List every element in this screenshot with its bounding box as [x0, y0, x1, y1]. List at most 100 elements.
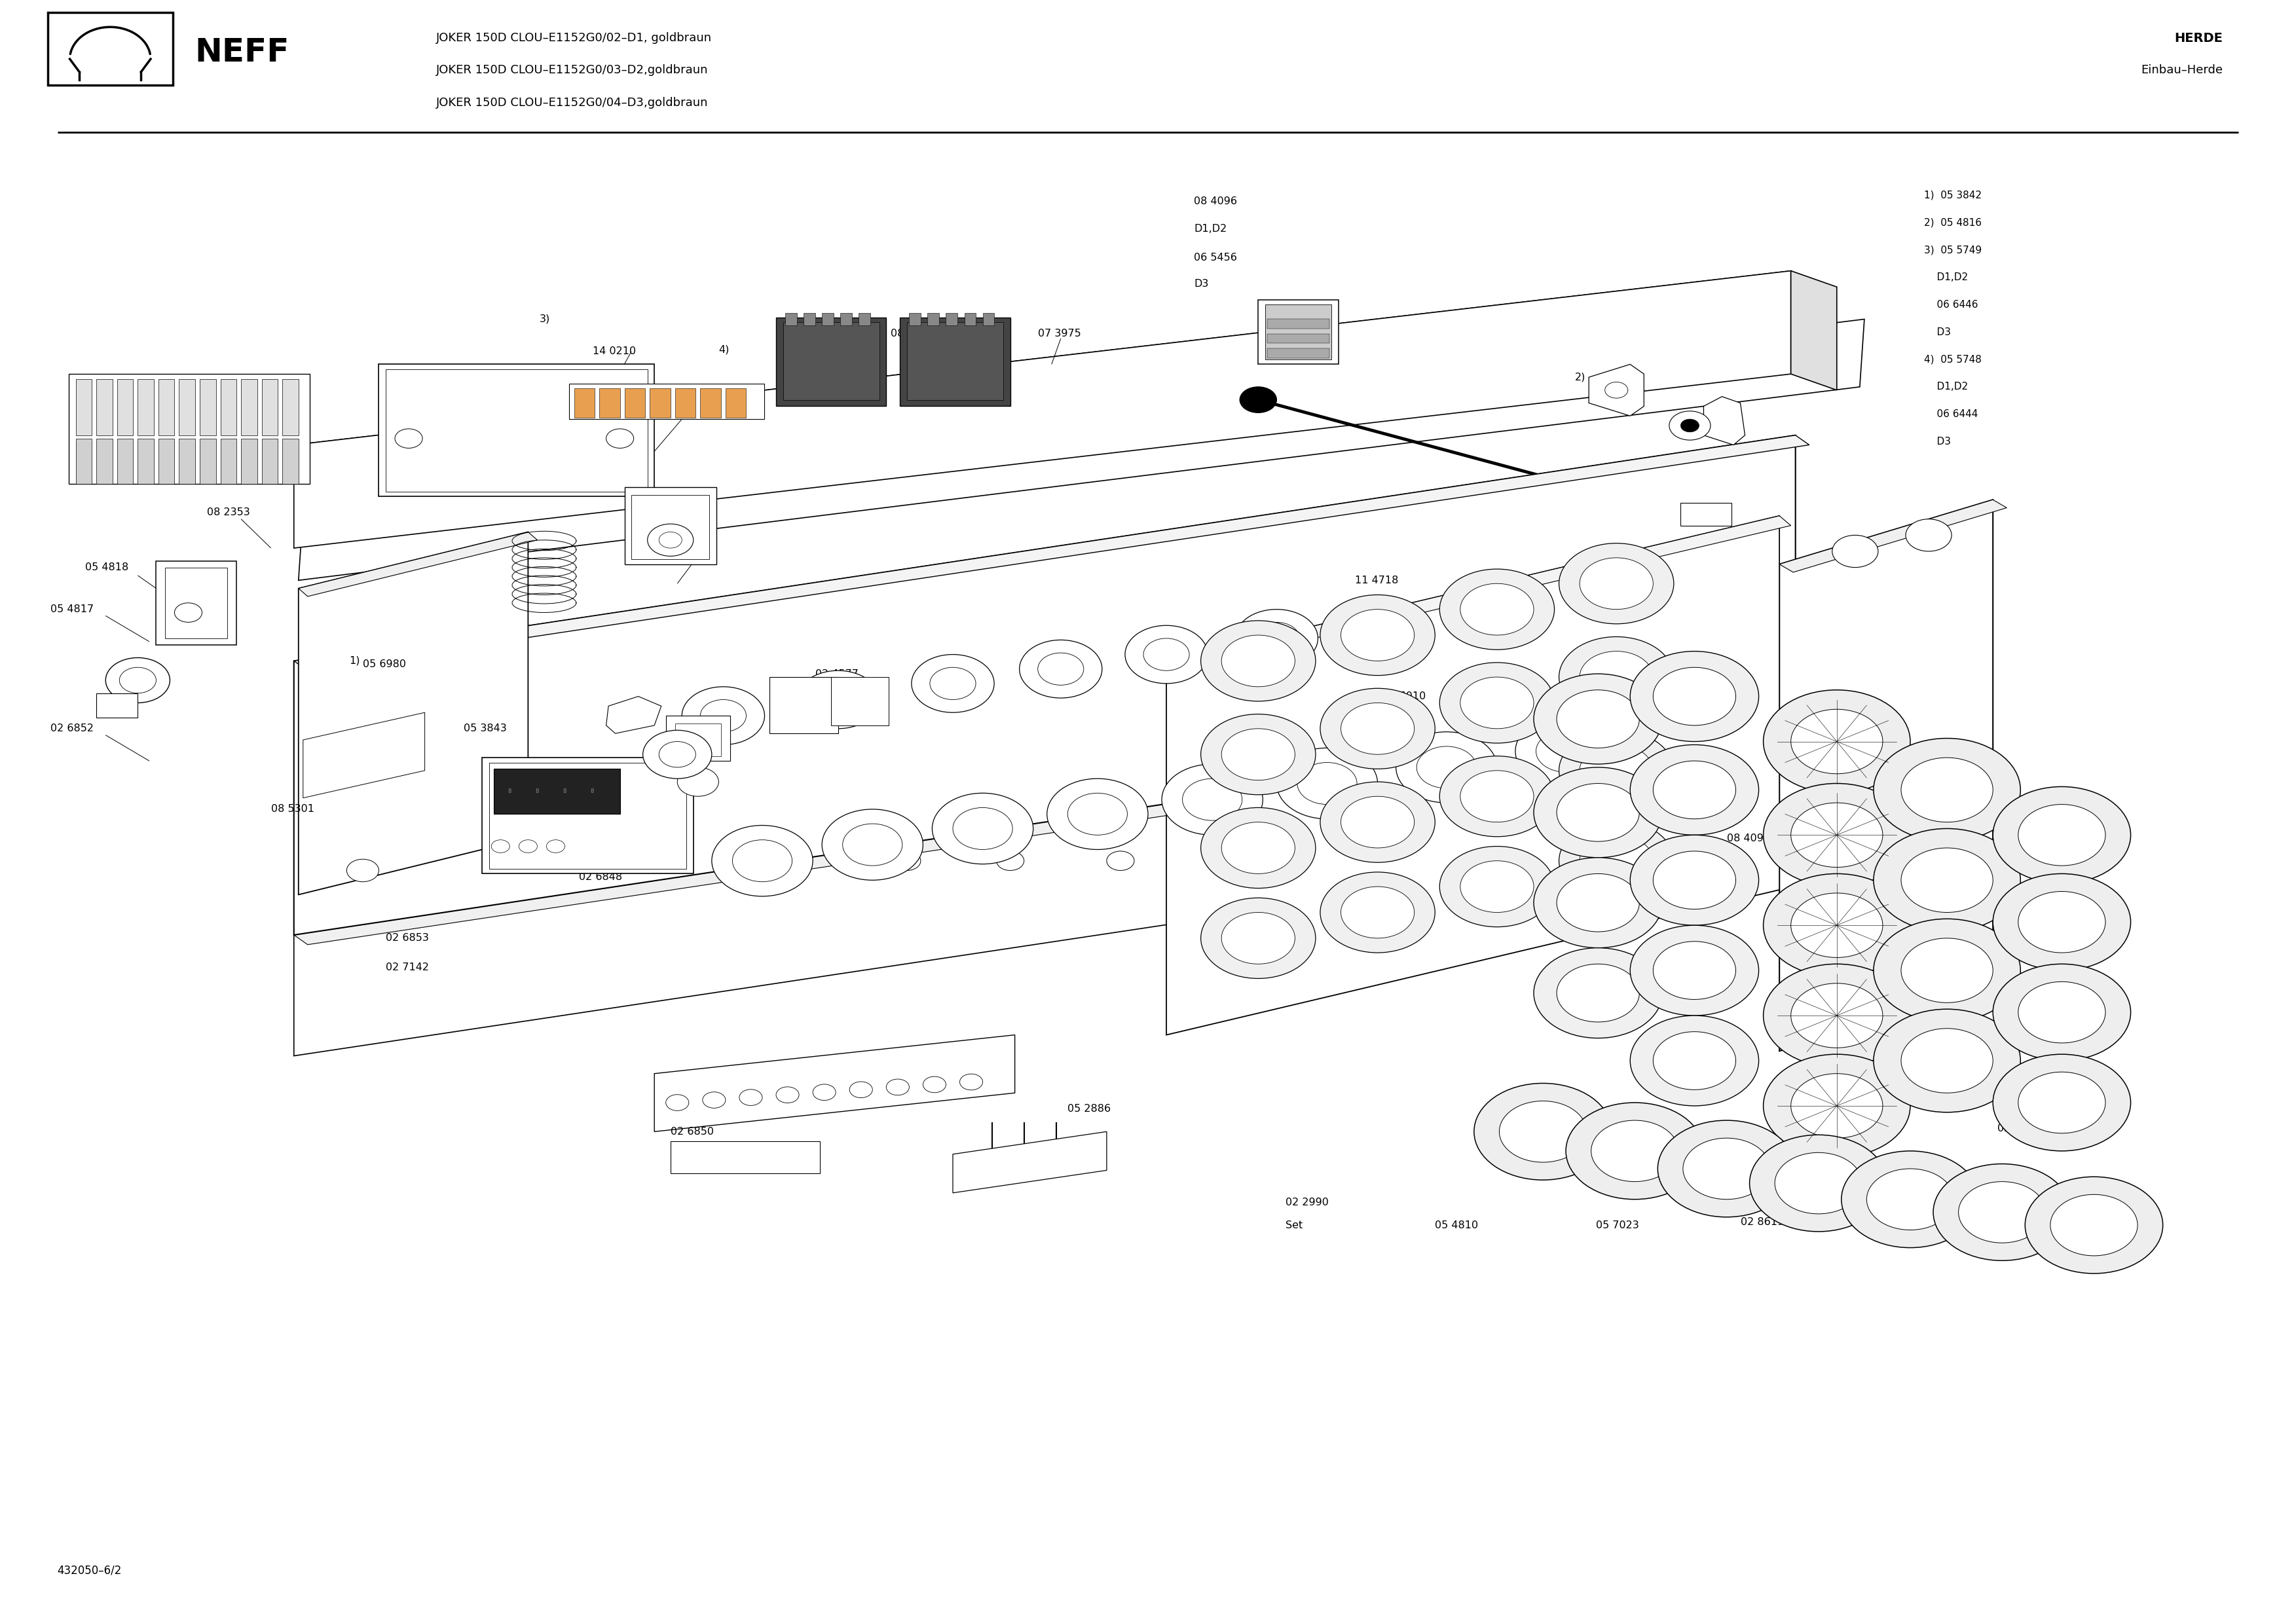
Circle shape — [1906, 970, 1952, 1003]
Bar — [165, 567, 227, 638]
Text: 02 8619: 02 8619 — [1740, 1217, 1784, 1227]
Bar — [928, 313, 939, 326]
Circle shape — [1557, 783, 1639, 841]
Circle shape — [893, 851, 921, 870]
Bar — [946, 313, 957, 326]
Circle shape — [1874, 919, 2020, 1022]
Text: JOKER 150D CLOU–E1152G0/03–D2,goldbraun: JOKER 150D CLOU–E1152G0/03–D2,goldbraun — [436, 64, 709, 76]
Polygon shape — [1704, 397, 1745, 445]
Bar — [220, 438, 236, 484]
Text: 02 2990: 02 2990 — [1814, 908, 1857, 917]
Circle shape — [647, 524, 693, 556]
Circle shape — [1993, 964, 2131, 1061]
Bar — [650, 388, 670, 418]
Bar — [804, 313, 815, 326]
Circle shape — [1440, 846, 1554, 927]
Text: 4)  05 5748: 4) 05 5748 — [1924, 355, 1981, 364]
Polygon shape — [298, 532, 528, 895]
Circle shape — [1534, 767, 1662, 858]
Text: Set: Set — [1814, 930, 1830, 940]
Bar — [909, 313, 921, 326]
Text: 05 7023: 05 7023 — [1596, 1220, 1639, 1230]
Text: D3: D3 — [1924, 437, 1952, 447]
Circle shape — [2018, 891, 2105, 953]
Text: 02 6853: 02 6853 — [386, 933, 429, 943]
Circle shape — [797, 671, 879, 729]
Text: 8: 8 — [535, 788, 540, 795]
Circle shape — [1125, 625, 1208, 683]
Text: 08 4096: 08 4096 — [1194, 197, 1238, 206]
Circle shape — [930, 667, 976, 700]
Text: 05 4817: 05 4817 — [51, 604, 94, 614]
Circle shape — [1534, 948, 1662, 1038]
Text: 8: 8 — [563, 788, 567, 795]
Polygon shape — [1791, 271, 1837, 390]
Bar — [69, 374, 310, 484]
Bar — [158, 438, 174, 484]
Circle shape — [1107, 851, 1134, 870]
Circle shape — [996, 851, 1024, 870]
Bar — [241, 379, 257, 435]
Circle shape — [1254, 622, 1300, 654]
Text: 02 4577: 02 4577 — [815, 669, 859, 679]
Bar — [282, 379, 298, 435]
Text: 05 4810: 05 4810 — [1435, 1220, 1479, 1230]
Bar — [907, 322, 1003, 400]
Circle shape — [1791, 803, 1883, 867]
Circle shape — [1182, 779, 1242, 821]
Circle shape — [1566, 1103, 1704, 1199]
Circle shape — [1653, 1032, 1736, 1090]
Bar — [785, 313, 797, 326]
Bar — [96, 438, 113, 484]
Text: 07 3975: 07 3975 — [1038, 329, 1081, 339]
Circle shape — [659, 532, 682, 548]
Circle shape — [1933, 1164, 2071, 1261]
Bar — [840, 313, 852, 326]
Polygon shape — [294, 435, 1809, 671]
Bar — [494, 769, 620, 814]
Text: 02 6854: 02 6854 — [1814, 959, 1857, 969]
Circle shape — [815, 683, 861, 716]
Text: 02 4783: 02 4783 — [544, 814, 588, 824]
Polygon shape — [294, 271, 1802, 455]
Bar — [625, 487, 716, 564]
Text: D1,D2: D1,D2 — [1194, 224, 1226, 234]
Text: 05 4815: 05 4815 — [1412, 788, 1456, 798]
Bar — [282, 438, 298, 484]
Text: 11 4718: 11 4718 — [1355, 575, 1398, 585]
Circle shape — [843, 824, 902, 866]
Circle shape — [643, 730, 712, 779]
Text: 05 7025: 05 7025 — [664, 543, 707, 553]
Bar — [783, 322, 879, 400]
Circle shape — [1559, 637, 1674, 717]
Circle shape — [1201, 621, 1316, 701]
Bar — [1267, 334, 1329, 343]
Circle shape — [1669, 411, 1711, 440]
Polygon shape — [294, 709, 1795, 1056]
Polygon shape — [953, 1132, 1107, 1193]
Circle shape — [1019, 640, 1102, 698]
Bar — [179, 438, 195, 484]
Circle shape — [606, 429, 634, 448]
Bar — [482, 758, 693, 874]
Circle shape — [1630, 651, 1759, 742]
Text: Einbau–Herde: Einbau–Herde — [2140, 64, 2223, 76]
Text: 14 0210: 14 0210 — [592, 347, 636, 356]
Bar — [138, 438, 154, 484]
Text: 28 1979: 28 1979 — [1832, 879, 1876, 888]
Text: 1)  05 3842: 1) 05 3842 — [1924, 190, 1981, 200]
Circle shape — [1534, 858, 1662, 948]
Circle shape — [1460, 771, 1534, 822]
Circle shape — [1763, 964, 1910, 1067]
Circle shape — [1630, 1016, 1759, 1106]
Bar — [489, 762, 687, 869]
Circle shape — [1201, 714, 1316, 795]
Circle shape — [1440, 756, 1554, 837]
Bar — [386, 369, 647, 492]
Circle shape — [739, 1090, 762, 1106]
Circle shape — [813, 1085, 836, 1101]
Bar — [666, 716, 730, 761]
Circle shape — [1901, 1028, 1993, 1093]
Circle shape — [1791, 1074, 1883, 1138]
Polygon shape — [298, 319, 1864, 580]
